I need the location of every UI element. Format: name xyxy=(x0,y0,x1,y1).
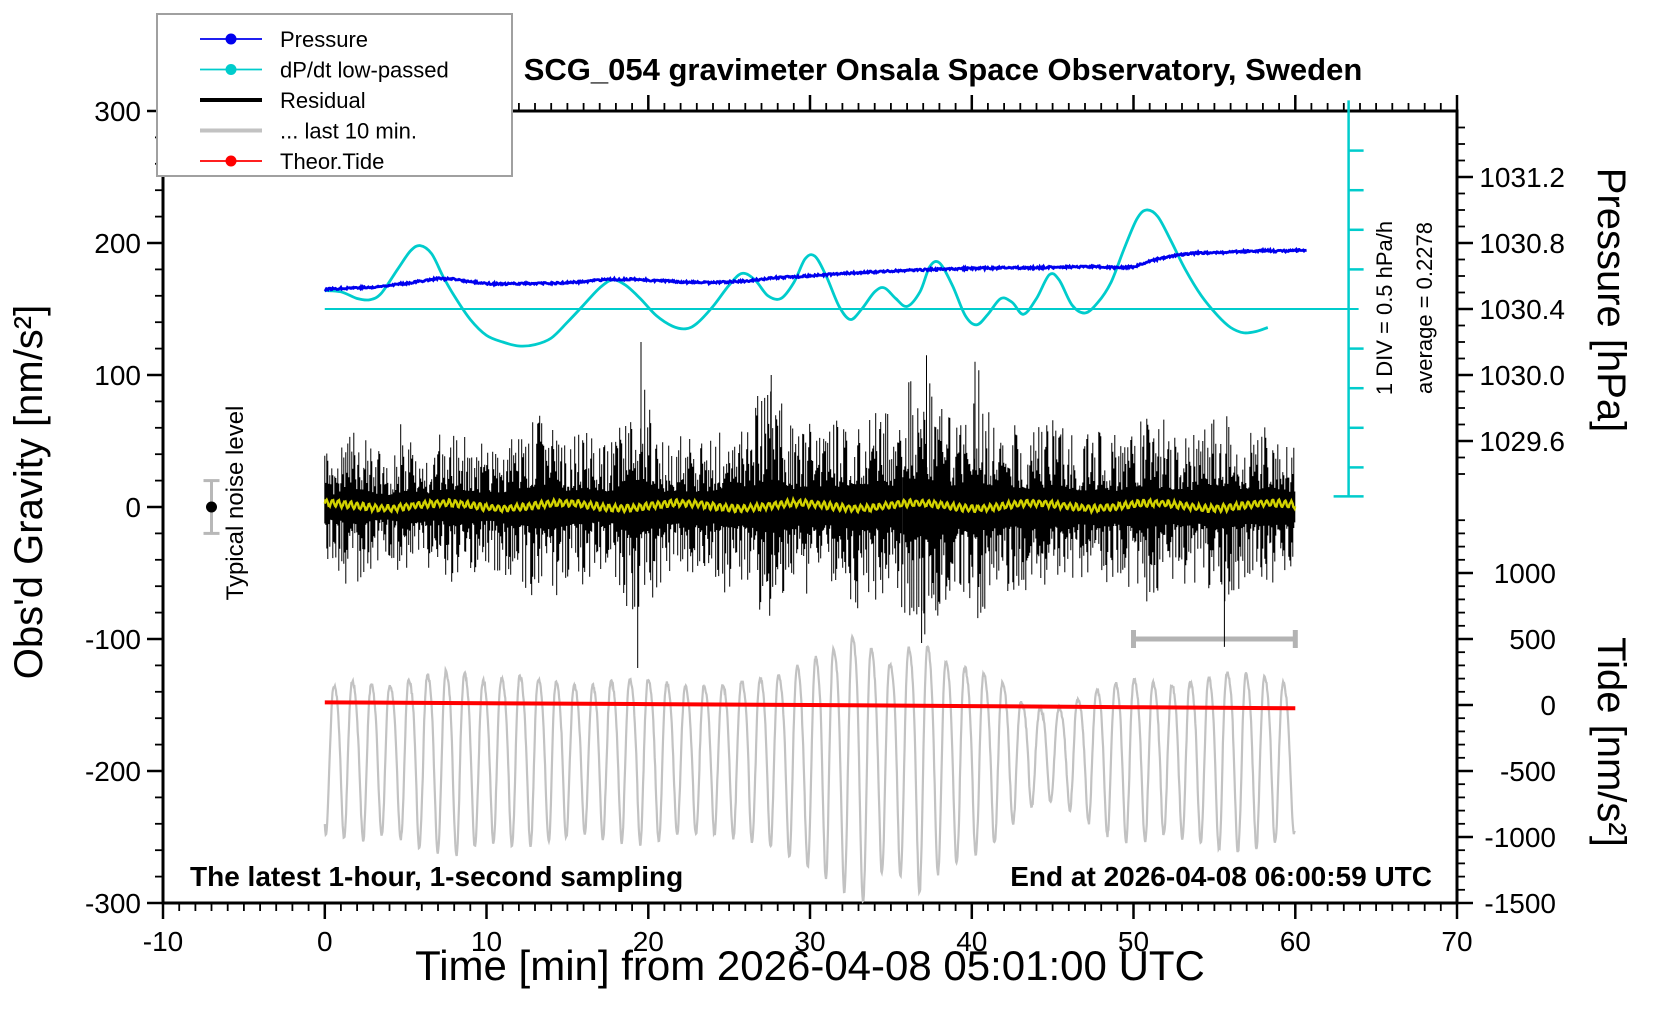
legend-dot-marker xyxy=(225,155,237,167)
residual-lowpassed-series xyxy=(323,495,1297,516)
gravity-axis-tick-label: -300 xyxy=(85,888,141,919)
legend-dot-marker xyxy=(225,64,237,75)
legend-box xyxy=(156,13,513,177)
gravity-axis-tick-label: 300 xyxy=(94,96,141,127)
x-axis-tick-label: 0 xyxy=(317,926,333,957)
div-scale-label: 1 DIV = 0.5 hPa/h xyxy=(1372,221,1397,395)
x-axis-tick-label: 20 xyxy=(633,926,664,957)
x-axis-tick-label: -10 xyxy=(143,926,183,957)
series-layer xyxy=(203,100,1364,904)
pressure-axis-tick-label: 1030.0 xyxy=(1479,360,1565,391)
gravity-axis-tick-label: -200 xyxy=(85,756,141,787)
tide-axis-tick-label: -1500 xyxy=(1484,888,1556,919)
pressure-axis-tick-label: 1030.4 xyxy=(1479,294,1565,325)
x-axis-tick-label: 10 xyxy=(471,926,502,957)
axes-layer: -10 0 10 20 30 40 50 60 70-300-200-1000100200300… xyxy=(85,95,1565,957)
legend-item-label: dP/dt low-passed xyxy=(280,58,449,83)
gravity-axis-tick-label: 0 xyxy=(125,492,141,523)
legend-dot-marker xyxy=(225,33,237,45)
average-value-label: average = 0.2278 xyxy=(1412,222,1437,394)
tide-axis-tick-label: 500 xyxy=(1509,624,1556,655)
theor-tide-series xyxy=(324,700,1296,711)
pressure-axis-tick-label: 1031.2 xyxy=(1479,162,1565,193)
x-axis-tick-label: 50 xyxy=(1118,926,1149,957)
tide-axis-title: Tide [nm/s²] xyxy=(1589,637,1633,847)
legend-item-label: ... last 10 min. xyxy=(280,119,417,144)
x-axis-tick-label: 30 xyxy=(794,926,825,957)
chart-title: SCG_054 gravimeter Onsala Space Observat… xyxy=(524,52,1363,87)
typical-noise-level-label: Typical noise level xyxy=(222,406,249,601)
pressure-axis-tick-label: 1029.6 xyxy=(1479,426,1565,457)
tide-axis-tick-label: -1000 xyxy=(1484,822,1556,853)
legend: Pressure dP/dt low-passed Residual ... last… xyxy=(156,13,513,177)
end-time-label: End at 2026-04-08 06:00:59 UTC xyxy=(1010,861,1432,892)
tide-axis-tick-label: -500 xyxy=(1500,756,1556,787)
sampling-info-label: The latest 1-hour, 1-second sampling xyxy=(190,861,683,892)
pressure-series xyxy=(323,246,1307,293)
x-axis-tick-label: 60 xyxy=(1280,926,1311,957)
tide-axis-tick-label: 0 xyxy=(1540,690,1556,721)
last10-series xyxy=(323,633,1296,904)
legend-item-label: Pressure xyxy=(280,27,368,52)
gravity-axis-tick-label: -100 xyxy=(85,624,141,655)
x-axis-tick-label: 70 xyxy=(1441,926,1472,957)
pressure-axis-tick-label: 1030.8 xyxy=(1479,228,1565,259)
time-axis-title: Time [min] from 2026-04-08 05:01:00 UTC xyxy=(415,942,1205,989)
noise-marker-dot xyxy=(206,501,217,513)
legend-item-label: Residual xyxy=(280,88,366,113)
tide-axis-tick-label: 1000 xyxy=(1494,558,1556,589)
gravity-axis-title: Obs'd Gravity [nm/s²] xyxy=(7,305,51,679)
legend-item-label: Theor.Tide xyxy=(280,149,384,174)
x-axis-tick-label: 40 xyxy=(956,926,987,957)
gravity-axis-tick-label: 100 xyxy=(94,360,141,391)
pressure-axis-title: Pressure [hPa] xyxy=(1589,168,1633,433)
gravity-axis-tick-label: 200 xyxy=(94,228,141,259)
